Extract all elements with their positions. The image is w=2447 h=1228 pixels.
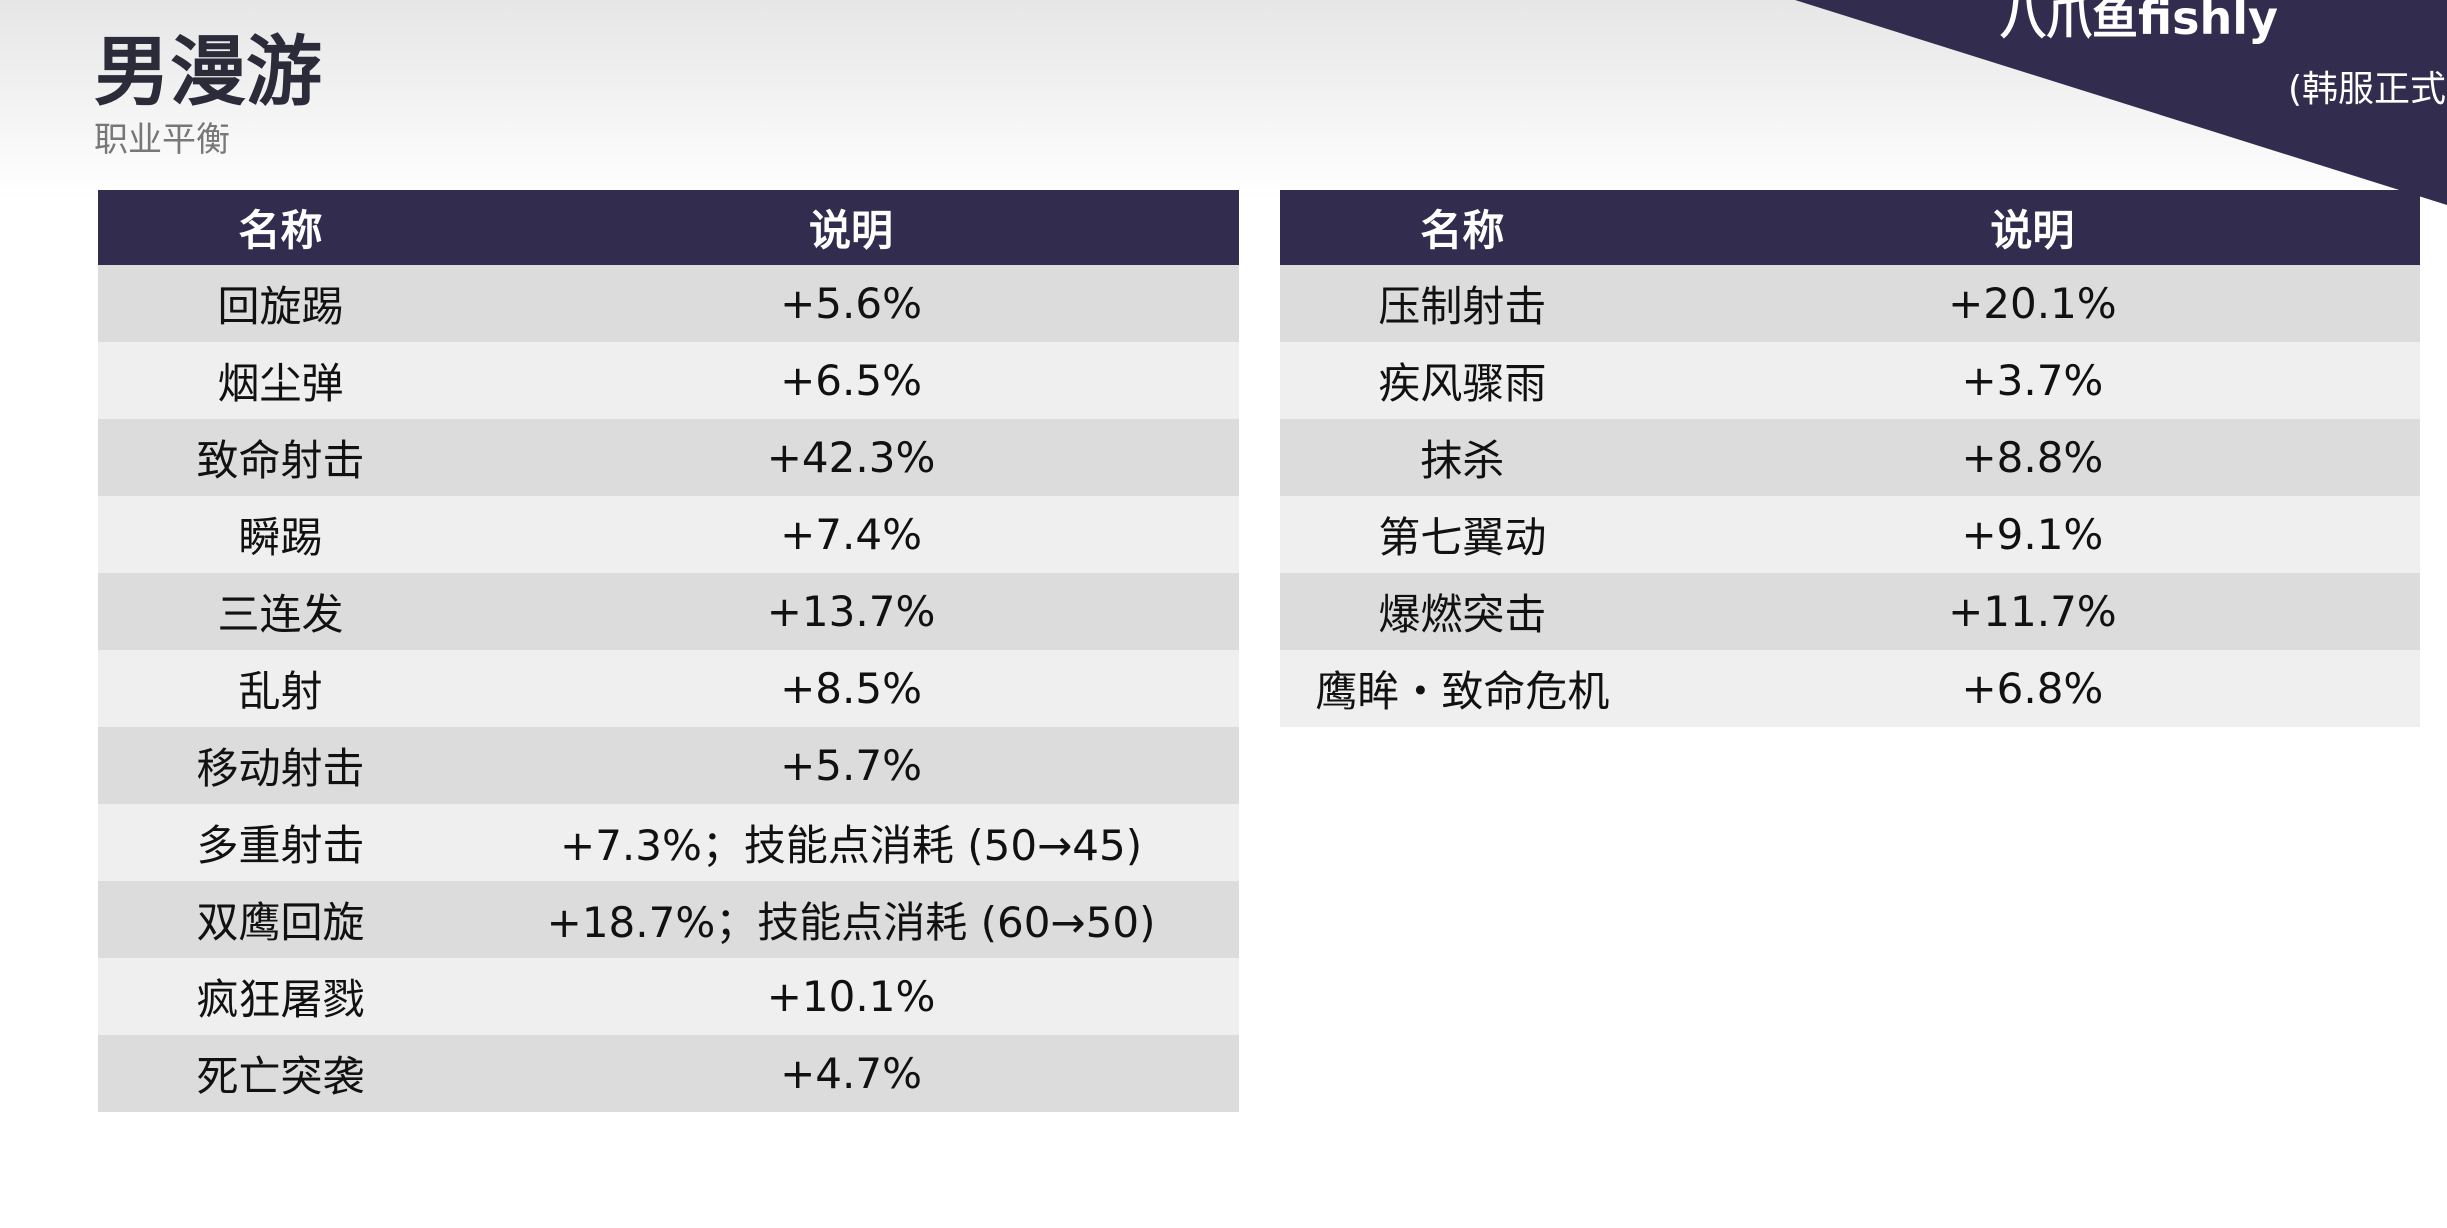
skill-change: +20.1%	[1644, 265, 2420, 342]
row: 压制射击 +20.1%	[1280, 265, 2420, 342]
skill-change: +5.7%	[463, 727, 1239, 804]
row: 乱射 +8.5%	[98, 650, 1239, 727]
header-row: 名称 说明	[1280, 190, 2420, 265]
row: 抹杀 +8.8%	[1280, 419, 2420, 496]
title: 男漫游	[94, 27, 322, 116]
row: 双鹰回旋 +18.7%；技能点消耗 (60→50)	[98, 881, 1239, 958]
row: 死亡突袭 +4.7%	[98, 1035, 1239, 1112]
banner-triangle	[1795, 0, 2447, 205]
skill-name: 疾风骤雨	[1280, 342, 1645, 419]
skill-change: +7.3%；技能点消耗 (50→45)	[463, 804, 1239, 881]
skill-name: 烟尘弹	[98, 342, 464, 419]
column-header: 名称	[1280, 190, 1645, 265]
skill-change: +4.7%	[463, 1035, 1239, 1112]
row: 烟尘弹 +6.5%	[98, 342, 1239, 419]
table: 名称 说明 压制射击 +20.1% 疾风骤雨 +3.7% 抹杀 +8.8% 第七翼动 +9.1% 爆…	[1280, 190, 2420, 727]
banner-shape	[1795, 0, 2447, 205]
skill-name: 抹杀	[1280, 419, 1645, 496]
skill-change: +7.4%	[463, 496, 1239, 573]
column-header: 说明	[463, 190, 1239, 265]
skill-change: +42.3%	[463, 419, 1239, 496]
skill-change: +6.8%	[1644, 650, 2420, 727]
row: 爆燃突击 +11.7%	[1280, 573, 2420, 650]
skill-name: 瞬踢	[98, 496, 464, 573]
skill-name: 鹰眸・致命危机	[1280, 650, 1645, 727]
skill-name: 移动射击	[98, 727, 464, 804]
row: 致命射击 +42.3%	[98, 419, 1239, 496]
skill-change: +8.5%	[463, 650, 1239, 727]
row: 疯狂屠戮 +10.1%	[98, 958, 1239, 1035]
skill-name: 死亡突袭	[98, 1035, 464, 1112]
header-row: 名称 说明	[98, 190, 1239, 265]
skill-change: +11.7%	[1644, 573, 2420, 650]
skill-change: +5.6%	[463, 265, 1239, 342]
skill-change: +10.1%	[463, 958, 1239, 1035]
column-header: 名称	[98, 190, 464, 265]
skill-name: 乱射	[98, 650, 464, 727]
skill-name: 致命射击	[98, 419, 464, 496]
skill-change: +13.7%	[463, 573, 1239, 650]
skill-change: +9.1%	[1644, 496, 2420, 573]
row: 第七翼动 +9.1%	[1280, 496, 2420, 573]
skill-name: 双鹰回旋	[98, 881, 464, 958]
skill-change: +18.7%；技能点消耗 (60→50)	[463, 881, 1239, 958]
skill-change: +3.7%	[1644, 342, 2420, 419]
note: (韩服正式	[2288, 69, 2447, 110]
skill-name: 爆燃突击	[1280, 573, 1645, 650]
skill-change: +8.8%	[1644, 419, 2420, 496]
column-header: 说明	[1644, 190, 2420, 265]
row: 移动射击 +5.7%	[98, 727, 1239, 804]
skill-name: 疯狂屠戮	[98, 958, 464, 1035]
skill-name: 三连发	[98, 573, 464, 650]
row: 鹰眸・致命危机 +6.8%	[1280, 650, 2420, 727]
skill-change: +6.5%	[463, 342, 1239, 419]
subtitle: 职业平衡	[94, 120, 230, 160]
skill-name: 多重射击	[98, 804, 464, 881]
skill-name: 压制射击	[1280, 265, 1645, 342]
table: 名称 说明 回旋踢 +5.6% 烟尘弹 +6.5% 致命射击 +42.3% 瞬踢 +7.4% 三连发…	[98, 190, 1239, 1112]
skill-name: 回旋踢	[98, 265, 464, 342]
row: 瞬踢 +7.4%	[98, 496, 1239, 573]
row: 疾风骤雨 +3.7%	[1280, 342, 2420, 419]
skill-name: 第七翼动	[1280, 496, 1645, 573]
row: 多重射击 +7.3%；技能点消耗 (50→45)	[98, 804, 1239, 881]
brand: 八爪鱼fishly	[2000, 0, 2278, 45]
row: 回旋踢 +5.6%	[98, 265, 1239, 342]
row: 三连发 +13.7%	[98, 573, 1239, 650]
